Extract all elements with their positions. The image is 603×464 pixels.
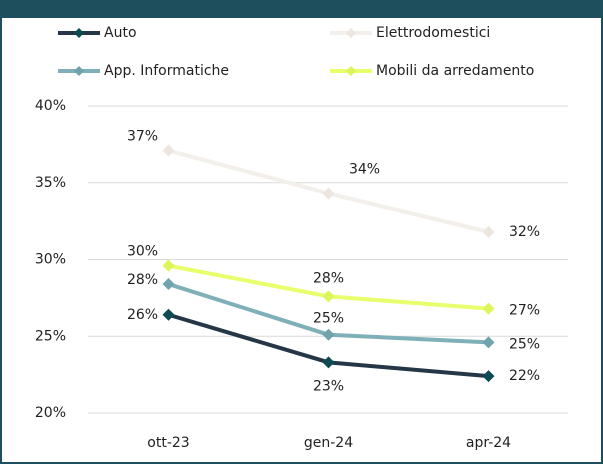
point-marker bbox=[482, 370, 495, 383]
point-marker bbox=[482, 336, 495, 349]
point-marker bbox=[322, 187, 335, 200]
point-marker bbox=[162, 278, 175, 291]
point-marker bbox=[482, 225, 495, 238]
data-label: 22% bbox=[509, 368, 540, 384]
legend-marker bbox=[346, 66, 356, 76]
legend-marker bbox=[74, 28, 84, 38]
y-tick-label: 40% bbox=[35, 98, 66, 114]
x-tick-label: ott-23 bbox=[147, 435, 189, 451]
legend-label: Elettrodomestici bbox=[376, 25, 490, 41]
data-label: 27% bbox=[509, 303, 540, 319]
header-bar bbox=[0, 0, 603, 18]
data-label: 34% bbox=[349, 161, 380, 177]
legend-label: App. Informatiche bbox=[104, 63, 229, 79]
data-label: 23% bbox=[313, 378, 344, 394]
point-marker bbox=[322, 356, 335, 369]
point-marker bbox=[322, 290, 335, 303]
legend-label: Mobili da arredamento bbox=[376, 63, 534, 79]
x-tick-label: gen-24 bbox=[304, 435, 353, 451]
point-marker bbox=[162, 144, 175, 157]
legend-marker bbox=[74, 66, 84, 76]
data-label: 25% bbox=[509, 336, 540, 352]
data-label: 28% bbox=[313, 270, 344, 286]
legend-label: Auto bbox=[104, 25, 137, 41]
y-tick-label: 20% bbox=[35, 405, 66, 421]
y-tick-label: 30% bbox=[35, 252, 66, 268]
y-tick-label: 25% bbox=[35, 328, 66, 344]
x-tick-label: apr-24 bbox=[466, 435, 511, 451]
point-marker bbox=[162, 308, 175, 321]
data-label: 32% bbox=[509, 224, 540, 240]
data-label: 25% bbox=[313, 311, 344, 327]
point-marker bbox=[162, 259, 175, 272]
data-label: 30% bbox=[127, 244, 158, 260]
data-label: 37% bbox=[127, 129, 158, 145]
data-label: 28% bbox=[127, 272, 158, 288]
point-marker bbox=[322, 328, 335, 341]
point-marker bbox=[482, 302, 495, 315]
y-tick-label: 35% bbox=[35, 175, 66, 191]
legend-marker bbox=[346, 28, 356, 38]
data-label: 26% bbox=[127, 307, 158, 323]
